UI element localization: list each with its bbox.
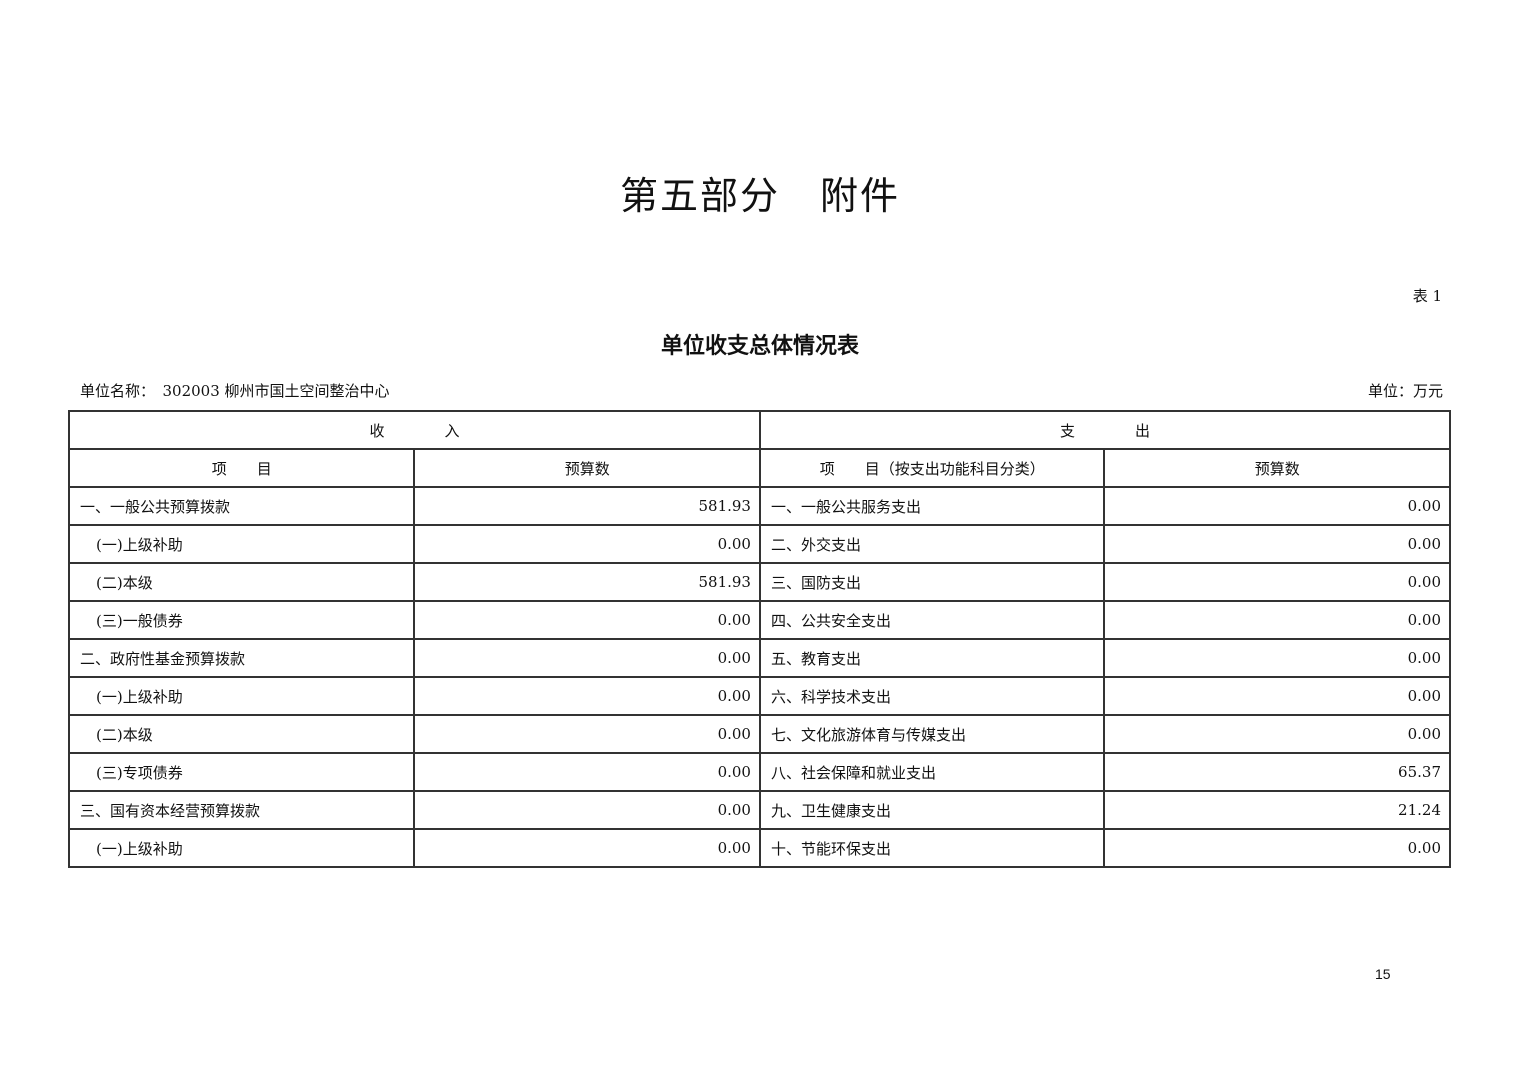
expense-value: 0.00 <box>1103 714 1451 754</box>
income-value: 0.00 <box>413 676 761 716</box>
table-row: (一)上级补助 0.00 二、外交支出 0.00 <box>67 524 1451 564</box>
expense-item: 十、节能环保支出 <box>758 828 1106 868</box>
income-value: 581.93 <box>413 486 761 526</box>
income-item-header: 项 目 <box>67 448 416 488</box>
income-item: (一)上级补助 <box>67 676 416 716</box>
income-item: (三)专项债券 <box>67 752 416 792</box>
income-budget-header: 预算数 <box>413 448 761 488</box>
income-item: (二)本级 <box>67 714 416 754</box>
income-value: 581.93 <box>413 562 761 602</box>
income-value: 0.00 <box>413 828 761 868</box>
table-number: 表 1 <box>1412 287 1442 305</box>
expense-value: 0.00 <box>1103 486 1451 526</box>
table-row: (二)本级 0.00 七、文化旅游体育与传媒支出 0.00 <box>67 714 1451 754</box>
expense-item: 六、科学技术支出 <box>758 676 1106 716</box>
table-row: (二)本级 581.93 三、国防支出 0.00 <box>67 562 1451 602</box>
expense-item: 八、社会保障和就业支出 <box>758 752 1106 792</box>
income-item: (一)上级补助 <box>67 828 416 868</box>
table-row: (三)一般债券 0.00 四、公共安全支出 0.00 <box>67 600 1451 640</box>
expense-value: 0.00 <box>1103 676 1451 716</box>
table-title: 单位收支总体情况表 <box>660 334 859 359</box>
page-number: 15 <box>1375 966 1391 982</box>
expense-value: 0.00 <box>1103 638 1451 678</box>
expense-item: 三、国防支出 <box>758 562 1106 602</box>
expense-header: 支 出 <box>758 410 1452 450</box>
expense-item: 九、卫生健康支出 <box>758 790 1106 830</box>
table-row: (一)上级补助 0.00 十、节能环保支出 0.00 <box>67 828 1451 868</box>
income-value: 0.00 <box>413 524 761 564</box>
table-row: 二、政府性基金预算拨款 0.00 五、教育支出 0.00 <box>67 638 1451 678</box>
expense-item: 二、外交支出 <box>758 524 1106 564</box>
table-row: (一)上级补助 0.00 六、科学技术支出 0.00 <box>67 676 1451 716</box>
income-value: 0.00 <box>413 714 761 754</box>
expense-value: 0.00 <box>1103 828 1451 868</box>
income-item: 三、国有资本经营预算拨款 <box>67 790 416 830</box>
expense-item: 五、教育支出 <box>758 638 1106 678</box>
expense-value: 0.00 <box>1103 562 1451 602</box>
income-item: (二)本级 <box>67 562 416 602</box>
expense-item: 一、一般公共服务支出 <box>758 486 1106 526</box>
income-item: (一)上级补助 <box>67 524 416 564</box>
currency-unit: 单位：万元 <box>1367 382 1443 400</box>
income-value: 0.00 <box>413 638 761 678</box>
expense-item: 四、公共安全支出 <box>758 600 1106 640</box>
part-title: 第五部分 附件 <box>619 174 900 218</box>
expense-value: 0.00 <box>1103 600 1451 640</box>
income-item: 一、一般公共预算拨款 <box>67 486 416 526</box>
expense-item-header: 项 目（按支出功能科目分类） <box>758 448 1106 488</box>
income-item: 二、政府性基金预算拨款 <box>67 638 416 678</box>
table-row: (三)专项债券 0.00 八、社会保障和就业支出 65.37 <box>67 752 1451 792</box>
expense-item: 七、文化旅游体育与传媒支出 <box>758 714 1106 754</box>
table-row: 三、国有资本经营预算拨款 0.00 九、卫生健康支出 21.24 <box>67 790 1451 830</box>
income-item: (三)一般债券 <box>67 600 416 640</box>
unit-name: 单位名称： 302003 柳州市国土空间整治中心 <box>80 382 390 400</box>
income-value: 0.00 <box>413 790 761 830</box>
income-value: 0.00 <box>413 600 761 640</box>
income-header: 收 入 <box>68 410 761 450</box>
expense-budget-header: 预算数 <box>1103 448 1451 488</box>
budget-table: 收 入 支 出 项 目 预算数 项 目（按支出功能科目分类） 预算数 一、一般公… <box>67 410 1452 868</box>
expense-value: 0.00 <box>1103 524 1451 564</box>
expense-value: 21.24 <box>1103 790 1451 830</box>
expense-value: 65.37 <box>1103 752 1451 792</box>
table-row: 一、一般公共预算拨款 581.93 一、一般公共服务支出 0.00 <box>67 486 1451 526</box>
income-value: 0.00 <box>413 752 761 792</box>
